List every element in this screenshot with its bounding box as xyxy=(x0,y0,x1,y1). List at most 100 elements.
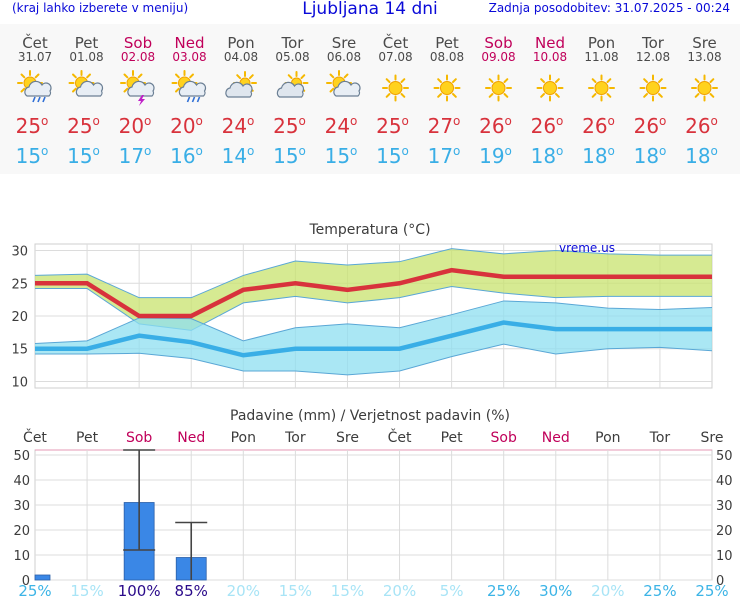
sun-cloud-storm-icon xyxy=(120,70,155,106)
sun-icon xyxy=(691,74,718,102)
last-update-timestamp: Zadnja posodobitev: 31.07.2025 - 00:24 xyxy=(488,1,730,15)
page-title: Ljubljana 14 dni xyxy=(302,0,438,19)
header-bar: (kraj lahko izberete v meniju) Ljubljana… xyxy=(0,0,740,20)
min-temp-range-band xyxy=(35,300,712,375)
min-temp-label: 18o xyxy=(582,144,615,168)
sun-icon xyxy=(639,74,667,102)
daily-forecast-strip xyxy=(0,24,740,174)
precipitation-day-label: Tor xyxy=(649,430,671,446)
precipitation-y-tick-label-right: 20 xyxy=(716,524,733,539)
day-name-label: Pet xyxy=(435,34,459,52)
day-date-label: 02.08 xyxy=(121,50,155,64)
precipitation-probability-label: 100% xyxy=(118,582,161,600)
day-name-label: Sre xyxy=(692,34,717,52)
day-name-label: Tor xyxy=(641,34,665,52)
day-name-label: Pet xyxy=(75,34,99,52)
max-temp-label: 26o xyxy=(582,114,615,138)
day-name-label: Sob xyxy=(124,34,152,52)
watermark-text: vreme.us xyxy=(559,241,615,255)
precipitation-y-tick-label-left: 50 xyxy=(13,449,30,464)
max-temp-label: 26o xyxy=(479,114,512,138)
precipitation-day-label: Čet xyxy=(388,428,412,446)
max-temp-label: 27o xyxy=(428,114,461,138)
sun-cloud-rain-icon xyxy=(171,70,207,103)
precipitation-probability-label: 25% xyxy=(695,582,728,600)
sun-icon xyxy=(433,74,461,102)
precipitation-probability-label: 15% xyxy=(70,582,103,600)
precipitation-day-label: Ned xyxy=(542,430,570,446)
location-menu-hint: (kraj lahko izberete v meniju) xyxy=(12,1,189,15)
precipitation-day-label: Čet xyxy=(23,428,47,446)
precipitation-day-label: Sob xyxy=(491,430,517,446)
day-date-label: 01.08 xyxy=(69,50,103,64)
day-date-label: 08.08 xyxy=(430,50,464,64)
precipitation-y-tick-label-left: 0 xyxy=(22,574,30,589)
precipitation-probability-label: 15% xyxy=(331,582,364,600)
day-date-label: 10.08 xyxy=(533,50,567,64)
max-temp-label: 25o xyxy=(67,114,100,138)
precipitation-day-label: Sre xyxy=(701,430,724,446)
min-temp-label: 16o xyxy=(170,144,203,168)
min-temp-label: 18o xyxy=(634,144,667,168)
precipitation-y-tick-label-right: 50 xyxy=(716,449,733,464)
temperature-y-tick-label: 25 xyxy=(11,277,28,292)
temperature-y-tick-label: 15 xyxy=(11,343,28,358)
max-temp-label: 25o xyxy=(16,114,49,138)
min-temp-range-band-lower-edge xyxy=(35,343,713,376)
max-temp-label: 25o xyxy=(273,114,306,138)
min-temp-label: 15o xyxy=(67,144,100,168)
max-temp-label: 20o xyxy=(119,114,152,138)
precipitation-probability-label: 25% xyxy=(643,582,676,600)
day-name-label: Sob xyxy=(484,34,512,52)
sun-cloud-icon xyxy=(68,70,104,97)
min-temp-label: 15o xyxy=(325,144,358,168)
day-date-label: 03.08 xyxy=(172,50,206,64)
max-temp-label: 24o xyxy=(222,114,255,138)
precipitation-probability-label: 25% xyxy=(487,582,520,600)
day-date-label: 05.08 xyxy=(275,50,309,64)
cloud-sun-icon xyxy=(225,71,257,98)
precipitation-bar xyxy=(34,574,51,581)
min-temp-label: 14o xyxy=(222,144,255,168)
day-name-label: Ned xyxy=(175,34,205,52)
day-name-label: Pon xyxy=(588,34,615,52)
cloud-sun-icon xyxy=(276,71,309,98)
min-temp-label: 15o xyxy=(273,144,306,168)
min-temp-label: 17o xyxy=(119,144,152,168)
precipitation-y-tick-label-right: 40 xyxy=(716,474,733,489)
precipitation-y-tick-label-left: 20 xyxy=(13,524,30,539)
precipitation-day-label: Pon xyxy=(231,430,256,446)
precipitation-probability-label: 15% xyxy=(279,582,312,600)
sun-cloud-rain-icon xyxy=(17,70,52,103)
min-temp-label: 15o xyxy=(376,144,409,168)
precipitation-day-label: Ned xyxy=(177,430,205,446)
day-date-label: 11.08 xyxy=(584,50,618,64)
max-temp-label: 26o xyxy=(634,114,667,138)
min-temp-label: 15o xyxy=(16,144,49,168)
day-date-label: 06.08 xyxy=(327,50,361,64)
precipitation-y-tick-label-right: 10 xyxy=(716,549,733,564)
day-name-label: Ned xyxy=(535,34,565,52)
precipitation-y-tick-label-right: 0 xyxy=(716,574,724,589)
day-date-label: 09.08 xyxy=(481,50,515,64)
day-name-label: Tor xyxy=(281,34,305,52)
max-temp-label: 26o xyxy=(685,114,718,138)
day-name-label: Čet xyxy=(383,33,409,52)
temperature-y-tick-label: 30 xyxy=(11,245,28,260)
precipitation-probability-label: 20% xyxy=(383,582,416,600)
precipitation-y-tick-label-left: 40 xyxy=(13,474,30,489)
temperature-y-tick-label: 20 xyxy=(11,310,28,325)
day-name-label: Čet xyxy=(22,33,48,52)
day-date-label: 04.08 xyxy=(224,50,258,64)
precipitation-y-tick-label-left: 30 xyxy=(13,499,30,514)
precipitation-probability-label: 30% xyxy=(539,582,572,600)
precipitation-chart-title: Padavine (mm) / Verjetnost padavin (%) xyxy=(230,408,510,424)
day-name-label: Sre xyxy=(332,34,357,52)
day-name-label: Pon xyxy=(227,34,254,52)
precipitation-day-label: Sre xyxy=(336,430,359,446)
precipitation-y-tick-label-left: 10 xyxy=(13,549,30,564)
max-temp-range-band-upper-edge xyxy=(34,248,712,299)
precipitation-y-tick-label-right: 30 xyxy=(716,499,733,514)
precipitation-day-label: Sob xyxy=(126,430,152,446)
